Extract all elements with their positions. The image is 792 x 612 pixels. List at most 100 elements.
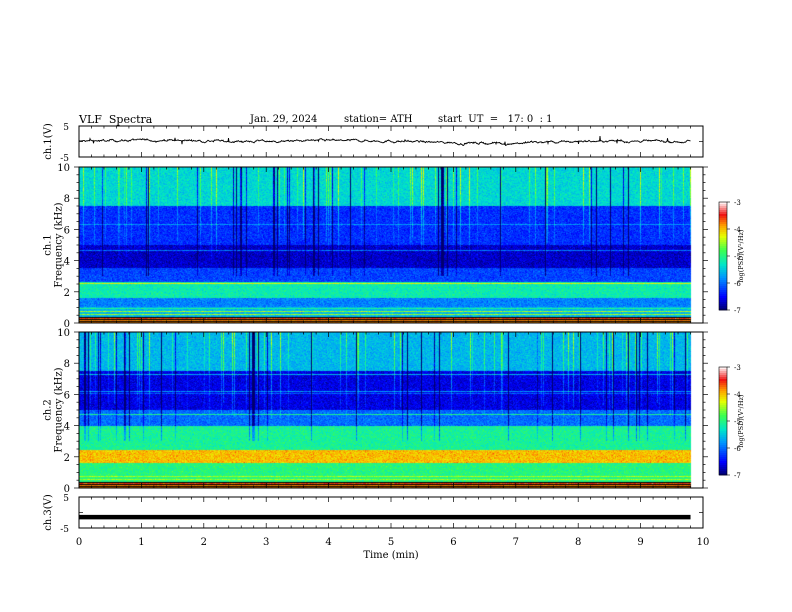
- x-tick-label: 8: [575, 537, 581, 548]
- colorbar: -3 -4 -5 -6 -7 log(PSD)(V²/Hz): [718, 364, 745, 480]
- colorbar-segment: [719, 240, 727, 243]
- colorbar-segment: [719, 411, 727, 414]
- y-tick-label: -5: [60, 525, 69, 535]
- colorbar-segment: [719, 232, 727, 235]
- colorbar-segment: [719, 379, 727, 382]
- colorbar-segment: [719, 300, 727, 303]
- colorbar-segment: [719, 222, 727, 225]
- colorbar-segment: [719, 405, 727, 408]
- x-tick-label: 3: [263, 537, 269, 548]
- y-tick-label: 6: [64, 390, 70, 401]
- colorbar-tick-label: -7: [734, 307, 741, 315]
- colorbar-segment: [719, 391, 727, 394]
- x-tick-label: 5: [388, 537, 394, 548]
- colorbar-segment: [719, 377, 727, 380]
- colorbar-segment: [719, 248, 727, 251]
- x-tick-label: 6: [450, 537, 456, 548]
- colorbar-segment: [719, 431, 727, 434]
- colorbar-segment: [719, 270, 727, 273]
- colorbar-segment: [719, 278, 727, 281]
- colorbar-segment: [719, 272, 727, 275]
- y-axis-label: ch.2: [43, 399, 54, 421]
- colorbar-segment: [719, 459, 727, 462]
- colorbar-segment: [719, 234, 727, 237]
- colorbar-segment: [719, 304, 727, 307]
- colorbar-segment: [719, 226, 727, 229]
- y-tick-label: 10: [57, 163, 70, 174]
- y-tick-label: 10: [57, 328, 70, 339]
- y-tick-label: -5: [60, 154, 69, 164]
- colorbar-segment: [719, 429, 727, 432]
- colorbar-segment: [719, 252, 727, 255]
- y-tick-label: 6: [64, 225, 70, 236]
- colorbar-segment: [719, 216, 727, 219]
- colorbar-segment: [719, 292, 727, 295]
- colorbar-tick-label: -3: [734, 364, 741, 372]
- colorbar-tick-label: -4: [734, 391, 741, 399]
- colorbar-segment: [719, 415, 727, 418]
- colorbar-segment: [719, 242, 727, 245]
- colorbar-segment: [719, 296, 727, 299]
- colorbar-segment: [719, 274, 727, 277]
- colorbar-segment: [719, 262, 727, 265]
- ch2-spectrogram-axes: 0 2 4 6 8 10 ch.2 Frequency (kHz): [43, 328, 708, 495]
- y-tick-label: 4: [64, 257, 70, 268]
- colorbar-segment: [719, 236, 727, 239]
- colorbar-segment: [719, 441, 727, 444]
- spectrogram-image: [79, 332, 703, 488]
- date-label: Jan. 29, 2024: [250, 114, 318, 125]
- colorbar-segment: [719, 282, 727, 285]
- colorbar-segment: [719, 214, 727, 217]
- y-tick-label: 0: [64, 484, 70, 495]
- ch2-spectrogram: [79, 332, 703, 488]
- colorbar-tick-label: -3: [734, 199, 741, 207]
- y-axis-label: ch.1: [43, 234, 54, 256]
- colorbar-tick-label: -6: [734, 280, 741, 288]
- x-tick-label: 9: [637, 537, 643, 548]
- colorbar-segment: [719, 389, 727, 392]
- y-tick-label: 0: [64, 319, 70, 330]
- colorbar-segment: [719, 230, 727, 233]
- colorbar-segment: [719, 467, 727, 470]
- colorbar-segment: [719, 228, 727, 231]
- x-tick-label: 0: [76, 537, 82, 548]
- ch1-spectrogram-axes: 0 2 4 6 8 10 ch.1 Frequency (kHz): [43, 163, 708, 330]
- colorbar-segment: [719, 206, 727, 209]
- colorbar-segment: [719, 409, 727, 412]
- colorbar-segment: [719, 399, 727, 402]
- colorbar-segment: [719, 463, 727, 466]
- ch3-waveform: 5 -5 ch.3(V) 0 1 2 3 4 5 6 7 8 9 10 Time (min): [43, 494, 709, 561]
- colorbar-segment: [719, 453, 727, 456]
- colorbar-label: log(PSD)(V²/Hz): [737, 229, 745, 282]
- colorbar: -3 -4 -5 -6 -7 log(PSD)(V²/Hz): [718, 199, 745, 315]
- station-label: station= ATH: [344, 114, 413, 125]
- y-axis-label: Frequency (kHz): [54, 202, 65, 287]
- colorbar-segment: [719, 202, 727, 205]
- colorbar-segment: [719, 445, 727, 448]
- colorbar-tick-label: -5: [734, 418, 741, 426]
- colorbar-segment: [719, 375, 727, 378]
- ch1-waveform: 5 -5 ch.1(V): [43, 123, 704, 164]
- colorbar-segment: [719, 204, 727, 207]
- y-axis-label: Frequency (kHz): [54, 367, 65, 452]
- colorbar-segment: [719, 268, 727, 271]
- colorbar-segment: [719, 449, 727, 452]
- y-tick-label: 5: [63, 494, 69, 504]
- colorbar-segment: [719, 421, 727, 424]
- waveform-line: [78, 136, 691, 147]
- colorbar-tick-label: -5: [734, 253, 741, 261]
- colorbar-label-group: log(PSD)(V²/Hz): [737, 229, 745, 282]
- colorbar-segment: [719, 443, 727, 446]
- colorbar-segment: [719, 260, 727, 263]
- colorbar-segment: [719, 471, 727, 474]
- x-tick-label: 1: [138, 537, 144, 548]
- start-time-label: start UT = 17: 0 : 1: [438, 114, 553, 125]
- y-tick-label: 8: [64, 359, 70, 370]
- colorbar-segment: [719, 473, 727, 476]
- colorbar-segment: [719, 383, 727, 386]
- colorbar-segment: [719, 258, 727, 261]
- colorbar-segment: [719, 246, 727, 249]
- colorbar-segment: [719, 425, 727, 428]
- y-axis-label: ch.1(V): [43, 123, 54, 160]
